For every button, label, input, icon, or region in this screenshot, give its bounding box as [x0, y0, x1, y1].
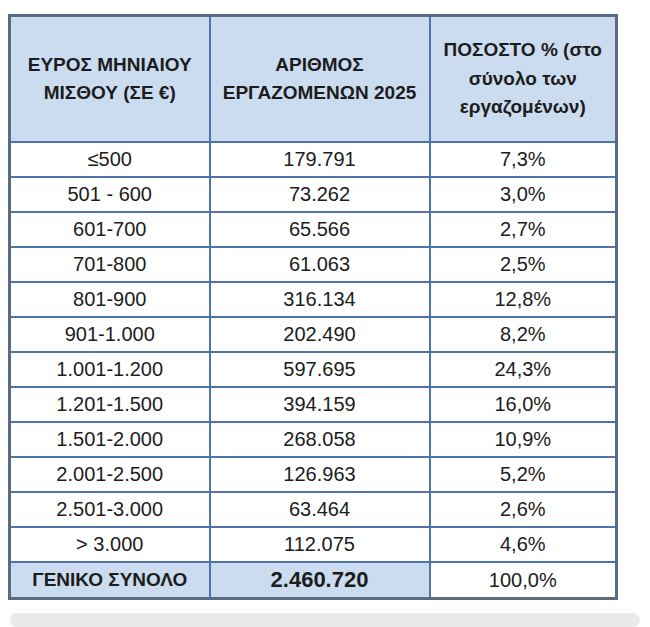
- percent-cell: 8,2%: [430, 317, 617, 352]
- col-header-salary-range: ΕΥΡΟΣ ΜΗΝΙΑΙΟΥ ΜΙΣΘΟΥ (ΣΕ €): [10, 16, 210, 143]
- employee-count-cell: 179.791: [210, 142, 430, 177]
- percent-cell: 24,3%: [430, 352, 617, 387]
- employee-count-cell: 268.058: [210, 422, 430, 457]
- salary-range-cell: 2.001-2.500: [10, 457, 210, 492]
- table-row: > 3.000 112.075 4,6%: [10, 527, 617, 562]
- employee-count-cell: 126.963: [210, 457, 430, 492]
- table-row: 901-1.000 202.490 8,2%: [10, 317, 617, 352]
- header-row: ΕΥΡΟΣ ΜΗΝΙΑΙΟΥ ΜΙΣΘΟΥ (ΣΕ €) ΑΡΙΘΜΟΣ ΕΡΓ…: [10, 16, 617, 143]
- percent-cell: 7,3%: [430, 142, 617, 177]
- salary-range-cell: 1.001-1.200: [10, 352, 210, 387]
- salary-distribution-table: ΕΥΡΟΣ ΜΗΝΙΑΙΟΥ ΜΙΣΘΟΥ (ΣΕ €) ΑΡΙΘΜΟΣ ΕΡΓ…: [8, 14, 618, 600]
- employee-count-cell: 316.134: [210, 282, 430, 317]
- table-row: 701-800 61.063 2,5%: [10, 247, 617, 282]
- table-row: 1.501-2.000 268.058 10,9%: [10, 422, 617, 457]
- percent-cell: 16,0%: [430, 387, 617, 422]
- salary-range-cell: 901-1.000: [10, 317, 210, 352]
- table-row: 2.001-2.500 126.963 5,2%: [10, 457, 617, 492]
- salary-range-cell: 801-900: [10, 282, 210, 317]
- table-row: 601-700 65.566 2,7%: [10, 212, 617, 247]
- employee-count-cell: 394.159: [210, 387, 430, 422]
- total-percent-cell: 100,0%: [430, 562, 617, 599]
- salary-range-cell: 501 - 600: [10, 177, 210, 212]
- table-row: 501 - 600 73.262 3,0%: [10, 177, 617, 212]
- table-row: 1.201-1.500 394.159 16,0%: [10, 387, 617, 422]
- employee-count-cell: 73.262: [210, 177, 430, 212]
- employee-count-cell: 112.075: [210, 527, 430, 562]
- percent-cell: 3,0%: [430, 177, 617, 212]
- col-header-percent: ΠΟΣΟΣΤΟ % (στο σύνολο των εργαζομένων): [430, 16, 617, 143]
- employee-count-cell: 597.695: [210, 352, 430, 387]
- total-row: ΓΕΝΙΚΟ ΣΥΝΟΛΟ 2.460.720 100,0%: [10, 562, 617, 599]
- screenshot-canvas: ΕΥΡΟΣ ΜΗΝΙΑΙΟΥ ΜΙΣΘΟΥ (ΣΕ €) ΑΡΙΘΜΟΣ ΕΡΓ…: [0, 0, 650, 627]
- table-row: 2.501-3.000 63.464 2,6%: [10, 492, 617, 527]
- salary-range-cell: 701-800: [10, 247, 210, 282]
- employee-count-cell: 202.490: [210, 317, 430, 352]
- table-row: 1.001-1.200 597.695 24,3%: [10, 352, 617, 387]
- col-header-employee-count: ΑΡΙΘΜΟΣ ΕΡΓΑΖΟΜΕΝΩΝ 2025: [210, 16, 430, 143]
- salary-range-cell: > 3.000: [10, 527, 210, 562]
- table-row: ≤500 179.791 7,3%: [10, 142, 617, 177]
- table-row: 801-900 316.134 12,8%: [10, 282, 617, 317]
- percent-cell: 5,2%: [430, 457, 617, 492]
- percent-cell: 4,6%: [430, 527, 617, 562]
- salary-range-cell: 601-700: [10, 212, 210, 247]
- salary-range-cell: 1.501-2.000: [10, 422, 210, 457]
- salary-range-cell: ≤500: [10, 142, 210, 177]
- percent-cell: 2,7%: [430, 212, 617, 247]
- percent-cell: 2,5%: [430, 247, 617, 282]
- total-employee-count-cell: 2.460.720: [210, 562, 430, 599]
- employee-count-cell: 63.464: [210, 492, 430, 527]
- salary-range-cell: 1.201-1.500: [10, 387, 210, 422]
- percent-cell: 12,8%: [430, 282, 617, 317]
- percent-cell: 10,9%: [430, 422, 617, 457]
- employee-count-cell: 61.063: [210, 247, 430, 282]
- bottom-edge-bar: [10, 613, 640, 627]
- employee-count-cell: 65.566: [210, 212, 430, 247]
- percent-cell: 2,6%: [430, 492, 617, 527]
- salary-range-cell: 2.501-3.000: [10, 492, 210, 527]
- total-label-cell: ΓΕΝΙΚΟ ΣΥΝΟΛΟ: [10, 562, 210, 599]
